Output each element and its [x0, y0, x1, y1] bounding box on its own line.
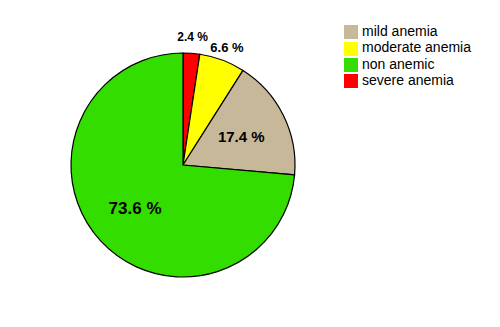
html-text:mild anemia: mild anemia	[362, 23, 438, 39]
svg-text:73.6 %: 73.6 %	[109, 199, 162, 218]
html-text:moderate anemia: moderate anemia	[362, 39, 471, 56]
html-text:severe anemia: severe anemia	[362, 71, 454, 88]
svg-text:2.4 %: 2.4 %	[177, 30, 208, 44]
html-text:non anemic: non anemic	[362, 55, 435, 72]
svg-text:6.6 %: 6.6 %	[210, 40, 244, 55]
svg-text:17.4 %: 17.4 %	[218, 128, 265, 145]
